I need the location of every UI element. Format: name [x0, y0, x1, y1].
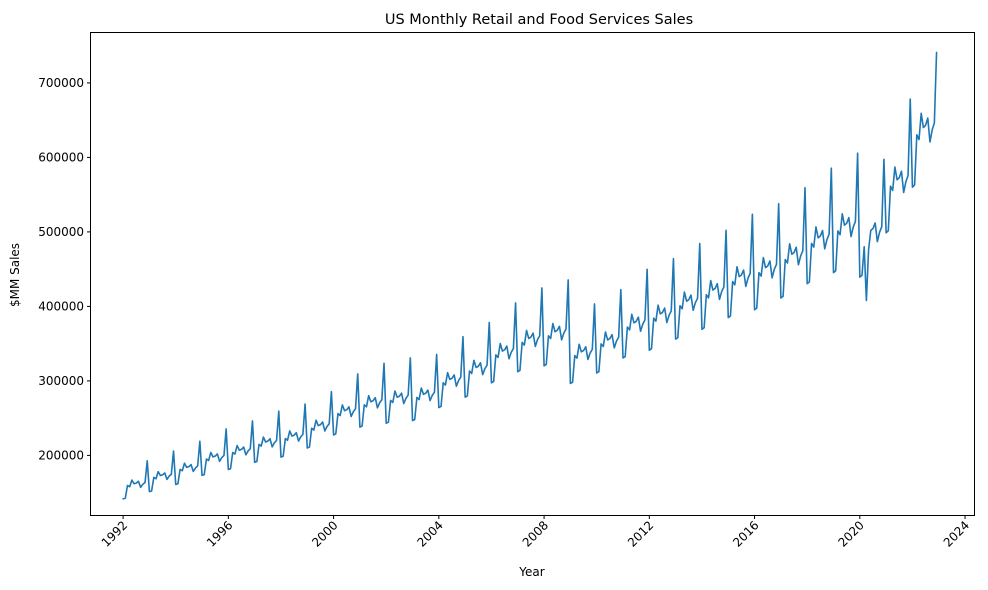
- y-tick-label: 300000: [38, 374, 84, 388]
- series-layer: [122, 51, 938, 500]
- y-tick-label: 700000: [38, 76, 84, 90]
- y-axis-title: $MM Sales: [8, 243, 22, 307]
- y-tick-label: 600000: [38, 150, 84, 164]
- x-axis-title: Year: [518, 565, 544, 579]
- plot-frame: [90, 32, 975, 516]
- chart-title: US Monthly Retail and Food Services Sale…: [385, 12, 693, 28]
- y-tick-label: 500000: [38, 225, 84, 239]
- y-tick-label: 400000: [38, 299, 84, 313]
- y-tick-label: 200000: [38, 448, 84, 462]
- sales-series-line: [122, 51, 938, 500]
